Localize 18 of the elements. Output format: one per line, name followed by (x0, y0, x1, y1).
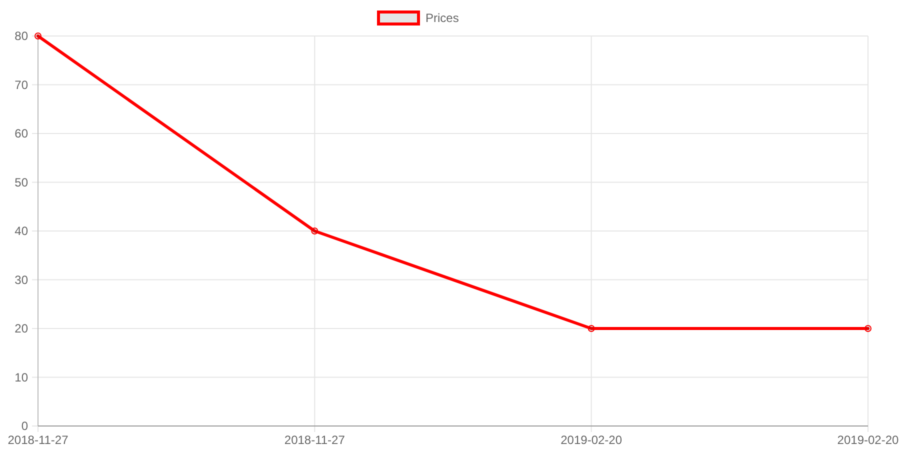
y-tick-label: 20 (14, 322, 28, 336)
y-tick-label: 40 (14, 224, 28, 238)
y-tick-label: 80 (14, 29, 28, 44)
y-tick-label: 70 (14, 78, 28, 92)
y-tick-label: 50 (14, 175, 28, 190)
x-tick-label: 2018-11-27 (8, 433, 69, 447)
point (311, 228, 318, 234)
point (588, 325, 595, 332)
y-tick-label: 30 (14, 272, 28, 287)
y-tick-label: 10 (14, 370, 28, 384)
point (864, 325, 872, 332)
point (34, 32, 42, 40)
x-tick-label: 2019-02-20 (560, 433, 622, 447)
y-tick-label: 60 (14, 126, 28, 141)
legend-label: Prices (426, 11, 459, 26)
x-tick-label: 2018-11-27 (284, 433, 346, 447)
y-tick-label: 0 (21, 419, 28, 434)
x-tick-label: 2019-02-20 (837, 433, 900, 447)
